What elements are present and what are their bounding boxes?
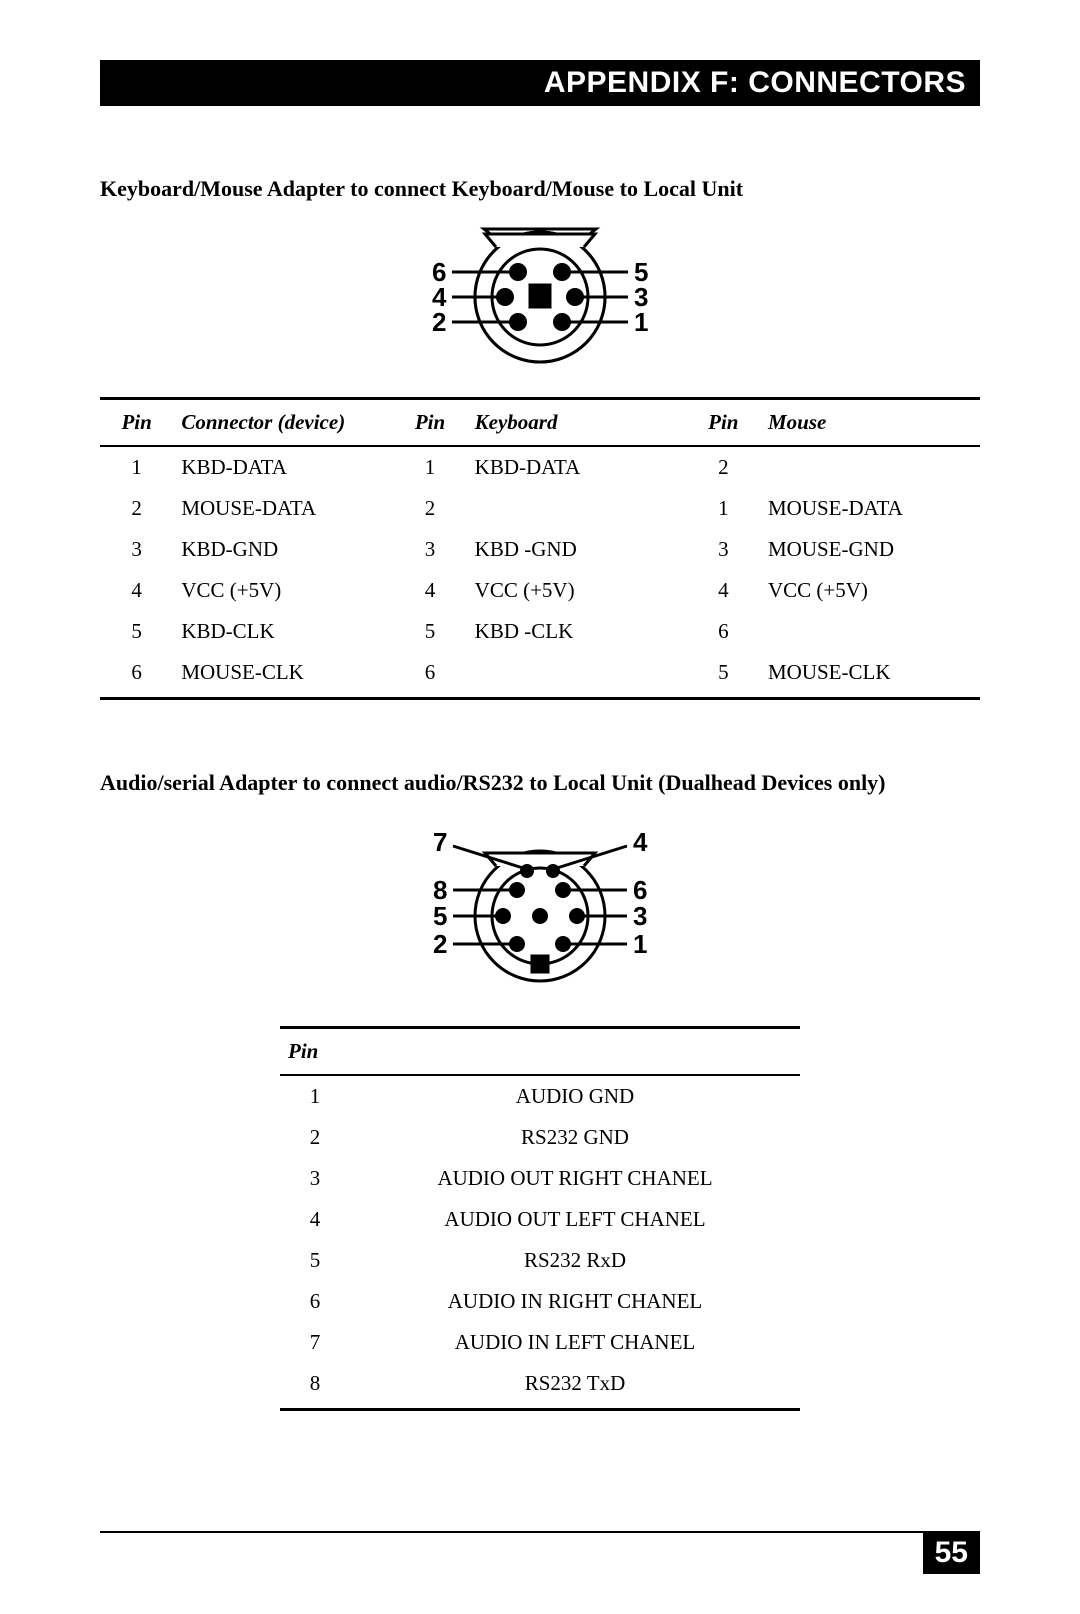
table-cell: 5 bbox=[393, 611, 466, 652]
pin-label-5b: 5 bbox=[433, 901, 447, 931]
table-cell: 8 bbox=[280, 1363, 350, 1410]
table-cell: 6 bbox=[280, 1281, 350, 1322]
table-cell: RS232 GND bbox=[350, 1117, 800, 1158]
table-cell: AUDIO OUT RIGHT CHANEL bbox=[350, 1158, 800, 1199]
table-cell: RS232 RxD bbox=[350, 1240, 800, 1281]
table-cell: 6 bbox=[100, 652, 173, 699]
pin-label-3b: 3 bbox=[633, 901, 647, 931]
table-cell: 4 bbox=[393, 570, 466, 611]
diagram-8pin-connector: 7 8 5 2 4 6 3 1 bbox=[395, 816, 685, 1006]
table-cell: KBD-DATA bbox=[467, 446, 687, 488]
table-cell: MOUSE-CLK bbox=[173, 652, 393, 699]
table-cell: VCC (+5V) bbox=[173, 570, 393, 611]
section2-title: Audio/serial Adapter to connect audio/RS… bbox=[100, 770, 980, 796]
table-cell: 4 bbox=[280, 1199, 350, 1240]
table-cell bbox=[760, 446, 980, 488]
table-row: 8RS232 TxD bbox=[280, 1363, 800, 1410]
header-title: APPENDIX F: CONNECTORS bbox=[544, 66, 966, 99]
pin-label-4b: 4 bbox=[633, 827, 648, 857]
table-cell: MOUSE-DATA bbox=[173, 488, 393, 529]
table-cell: 2 bbox=[280, 1117, 350, 1158]
table-cell: 1 bbox=[280, 1075, 350, 1117]
table-row: 2MOUSE-DATA21MOUSE-DATA bbox=[100, 488, 980, 529]
page-number: 55 bbox=[923, 1532, 980, 1574]
table-cell: 5 bbox=[100, 611, 173, 652]
table-cell: 5 bbox=[280, 1240, 350, 1281]
table-row: 4AUDIO OUT LEFT CHANEL bbox=[280, 1199, 800, 1240]
page: APPENDIX F: CONNECTORS Keyboard/Mouse Ad… bbox=[0, 0, 1080, 1614]
col-pin1: Pin bbox=[100, 399, 173, 447]
pinout-table-kbd-mouse: Pin Connector (device) Pin Keyboard Pin … bbox=[100, 397, 980, 700]
table-cell: AUDIO IN RIGHT CHANEL bbox=[350, 1281, 800, 1322]
col-pin3: Pin bbox=[687, 399, 760, 447]
table-cell: MOUSE-DATA bbox=[760, 488, 980, 529]
table-row: 3KBD-GND3KBD -GND3MOUSE-GND bbox=[100, 529, 980, 570]
footer-rule: 55 bbox=[100, 1531, 980, 1574]
table-row: 6MOUSE-CLK65MOUSE-CLK bbox=[100, 652, 980, 699]
table-cell: 1 bbox=[100, 446, 173, 488]
table-cell: AUDIO OUT LEFT CHANEL bbox=[350, 1199, 800, 1240]
table-row: 4VCC (+5V)4VCC (+5V)4VCC (+5V) bbox=[100, 570, 980, 611]
diagram-6pin-connector: 6 4 2 5 3 1 bbox=[390, 222, 690, 377]
table-cell bbox=[467, 652, 687, 699]
table-cell: 6 bbox=[393, 652, 466, 699]
table-cell: 3 bbox=[280, 1158, 350, 1199]
table-cell: 7 bbox=[280, 1322, 350, 1363]
col-pin2: Pin bbox=[393, 399, 466, 447]
table-cell: AUDIO IN LEFT CHANEL bbox=[350, 1322, 800, 1363]
table-cell: 1 bbox=[687, 488, 760, 529]
table-cell: VCC (+5V) bbox=[760, 570, 980, 611]
table-row: 3AUDIO OUT RIGHT CHANEL bbox=[280, 1158, 800, 1199]
table-row: 1AUDIO GND bbox=[280, 1075, 800, 1117]
table-row: 6AUDIO IN RIGHT CHANEL bbox=[280, 1281, 800, 1322]
table-cell: 4 bbox=[100, 570, 173, 611]
table-cell: AUDIO GND bbox=[350, 1075, 800, 1117]
table-cell: VCC (+5V) bbox=[467, 570, 687, 611]
table-cell: MOUSE-CLK bbox=[760, 652, 980, 699]
table-cell: KBD-CLK bbox=[173, 611, 393, 652]
pin-label-7: 7 bbox=[433, 827, 447, 857]
table-cell: 4 bbox=[687, 570, 760, 611]
table-cell: KBD -CLK bbox=[467, 611, 687, 652]
table-cell: KBD-GND bbox=[173, 529, 393, 570]
table-cell: MOUSE-GND bbox=[760, 529, 980, 570]
table-row: 5RS232 RxD bbox=[280, 1240, 800, 1281]
table-cell: 2 bbox=[393, 488, 466, 529]
col-conn: Connector (device) bbox=[173, 399, 393, 447]
pin-label-1: 1 bbox=[634, 307, 648, 337]
header-bar: APPENDIX F: CONNECTORS bbox=[100, 60, 980, 106]
pin-label-2: 2 bbox=[432, 307, 446, 337]
table-header-row: Pin Connector (device) Pin Keyboard Pin … bbox=[100, 399, 980, 447]
col-signal bbox=[350, 1028, 800, 1076]
table-cell: 3 bbox=[687, 529, 760, 570]
table-row: 5KBD-CLK5KBD -CLK6 bbox=[100, 611, 980, 652]
table-cell: 5 bbox=[687, 652, 760, 699]
table-row: 1KBD-DATA1KBD-DATA2 bbox=[100, 446, 980, 488]
table-cell bbox=[760, 611, 980, 652]
pin-label-1b: 1 bbox=[633, 929, 647, 959]
col-kbd: Keyboard bbox=[467, 399, 687, 447]
table-cell: KBD-DATA bbox=[173, 446, 393, 488]
pinout-table-audio-serial: Pin 1AUDIO GND2RS232 GND3AUDIO OUT RIGHT… bbox=[280, 1026, 800, 1411]
pin-label-2b: 2 bbox=[433, 929, 447, 959]
table-cell: 6 bbox=[687, 611, 760, 652]
table-cell: 2 bbox=[100, 488, 173, 529]
table-cell: 3 bbox=[100, 529, 173, 570]
table-cell: KBD -GND bbox=[467, 529, 687, 570]
table-row: 7AUDIO IN LEFT CHANEL bbox=[280, 1322, 800, 1363]
col-pin: Pin bbox=[280, 1028, 350, 1076]
section1-title: Keyboard/Mouse Adapter to connect Keyboa… bbox=[100, 176, 980, 202]
table-row: 2RS232 GND bbox=[280, 1117, 800, 1158]
table-cell bbox=[467, 488, 687, 529]
col-mouse: Mouse bbox=[760, 399, 980, 447]
table-cell: 1 bbox=[393, 446, 466, 488]
table-header-row: Pin bbox=[280, 1028, 800, 1076]
table-cell: RS232 TxD bbox=[350, 1363, 800, 1410]
table-cell: 2 bbox=[687, 446, 760, 488]
table-cell: 3 bbox=[393, 529, 466, 570]
